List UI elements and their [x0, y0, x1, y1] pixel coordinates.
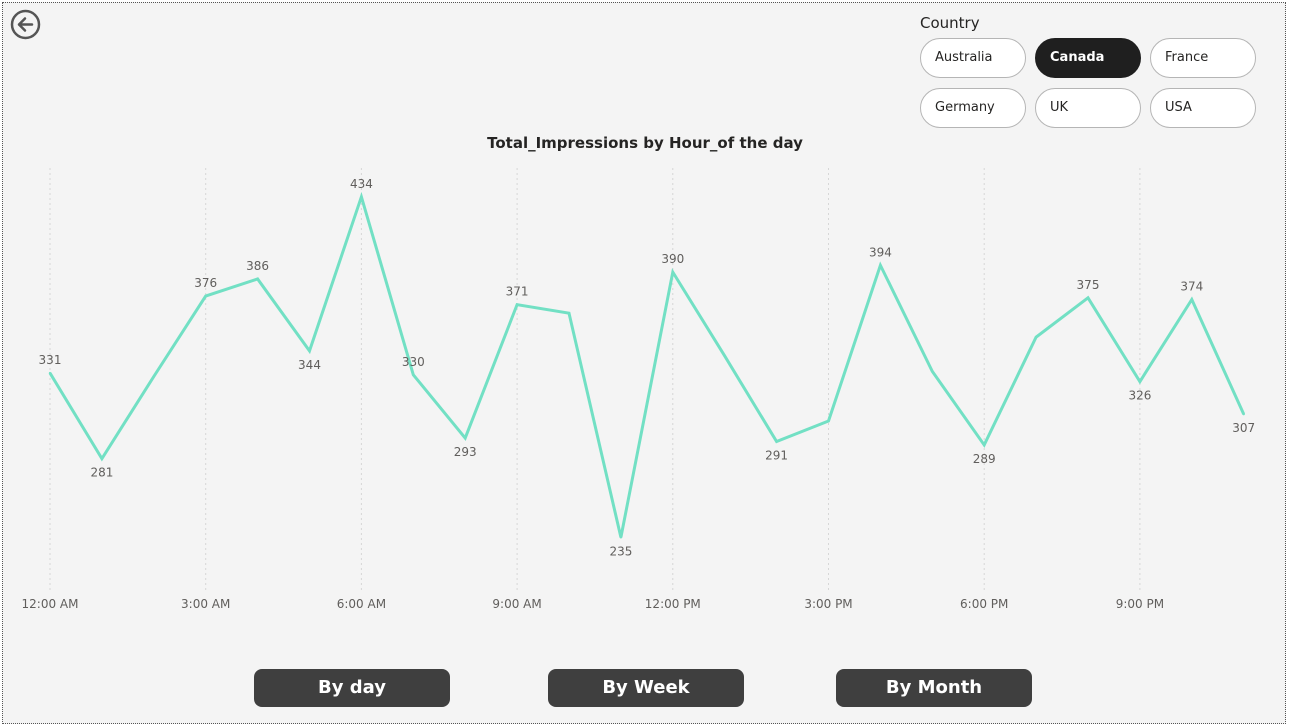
- data-point[interactable]: [100, 457, 104, 460]
- series-line: [48, 191, 1246, 538]
- data-point[interactable]: [152, 375, 155, 378]
- data-point[interactable]: [931, 370, 934, 373]
- x-tick-label: 9:00 PM: [1116, 597, 1164, 611]
- country-option-uk[interactable]: UK: [1035, 88, 1141, 128]
- data-point[interactable]: [48, 371, 52, 375]
- country-option-australia[interactable]: Australia: [920, 38, 1026, 78]
- data-label: 330: [402, 355, 425, 369]
- data-label: 434: [350, 177, 373, 191]
- data-point[interactable]: [412, 373, 415, 376]
- data-point[interactable]: [619, 536, 623, 539]
- country-option-canada[interactable]: Canada: [1035, 38, 1141, 78]
- by-week-button[interactable]: By Week: [548, 669, 744, 707]
- data-point[interactable]: [827, 419, 830, 423]
- data-point[interactable]: [1138, 380, 1142, 383]
- data-point[interactable]: [1242, 412, 1245, 416]
- data-label: 331: [39, 353, 62, 367]
- data-point[interactable]: [1086, 296, 1090, 299]
- data-point[interactable]: [567, 311, 571, 315]
- data-point[interactable]: [360, 195, 363, 199]
- data-point[interactable]: [723, 354, 726, 358]
- by-day-button[interactable]: By day: [254, 669, 450, 707]
- data-point[interactable]: [671, 270, 674, 274]
- data-point[interactable]: [515, 303, 519, 306]
- data-point[interactable]: [464, 436, 467, 440]
- by-month-button[interactable]: By Month: [836, 669, 1032, 707]
- data-label: 371: [506, 285, 529, 299]
- data-label: 293: [454, 445, 477, 459]
- data-label: 375: [1077, 278, 1100, 292]
- data-point[interactable]: [983, 443, 986, 447]
- data-label: 289: [973, 452, 996, 466]
- back-button[interactable]: [10, 9, 41, 40]
- data-point[interactable]: [775, 440, 778, 443]
- data-point[interactable]: [1034, 335, 1038, 339]
- chart-title: Total_Impressions by Hour_of the day: [487, 134, 803, 152]
- data-point[interactable]: [256, 277, 259, 281]
- data-label: 376: [194, 276, 217, 290]
- back-arrow-icon: [10, 9, 41, 40]
- country-option-usa[interactable]: USA: [1150, 88, 1256, 128]
- x-tick-label: 3:00 AM: [181, 597, 230, 611]
- data-point[interactable]: [204, 294, 207, 298]
- country-option-germany[interactable]: Germany: [920, 88, 1026, 128]
- data-point[interactable]: [879, 264, 882, 267]
- data-label: 307: [1232, 421, 1255, 435]
- x-tick-label: 12:00 PM: [645, 597, 701, 611]
- data-label: 386: [246, 259, 269, 273]
- data-label: 281: [90, 466, 113, 480]
- country-slicer-title: Country: [920, 14, 980, 32]
- data-point[interactable]: [308, 349, 311, 353]
- data-label: 291: [765, 449, 788, 463]
- country-option-france[interactable]: France: [1150, 38, 1256, 78]
- x-tick-label: 3:00 PM: [804, 597, 852, 611]
- data-label: 235: [609, 544, 632, 558]
- data-label: 344: [298, 358, 321, 372]
- x-tick-label: 12:00 AM: [22, 597, 79, 611]
- data-point[interactable]: [1190, 298, 1194, 301]
- data-label: 394: [869, 245, 892, 259]
- data-label: 374: [1180, 279, 1203, 293]
- x-tick-label: 9:00 AM: [492, 597, 541, 611]
- data-label: 326: [1128, 389, 1151, 403]
- x-tick-label: 6:00 PM: [960, 597, 1008, 611]
- x-tick-label: 6:00 AM: [337, 597, 386, 611]
- data-label: 390: [661, 252, 684, 266]
